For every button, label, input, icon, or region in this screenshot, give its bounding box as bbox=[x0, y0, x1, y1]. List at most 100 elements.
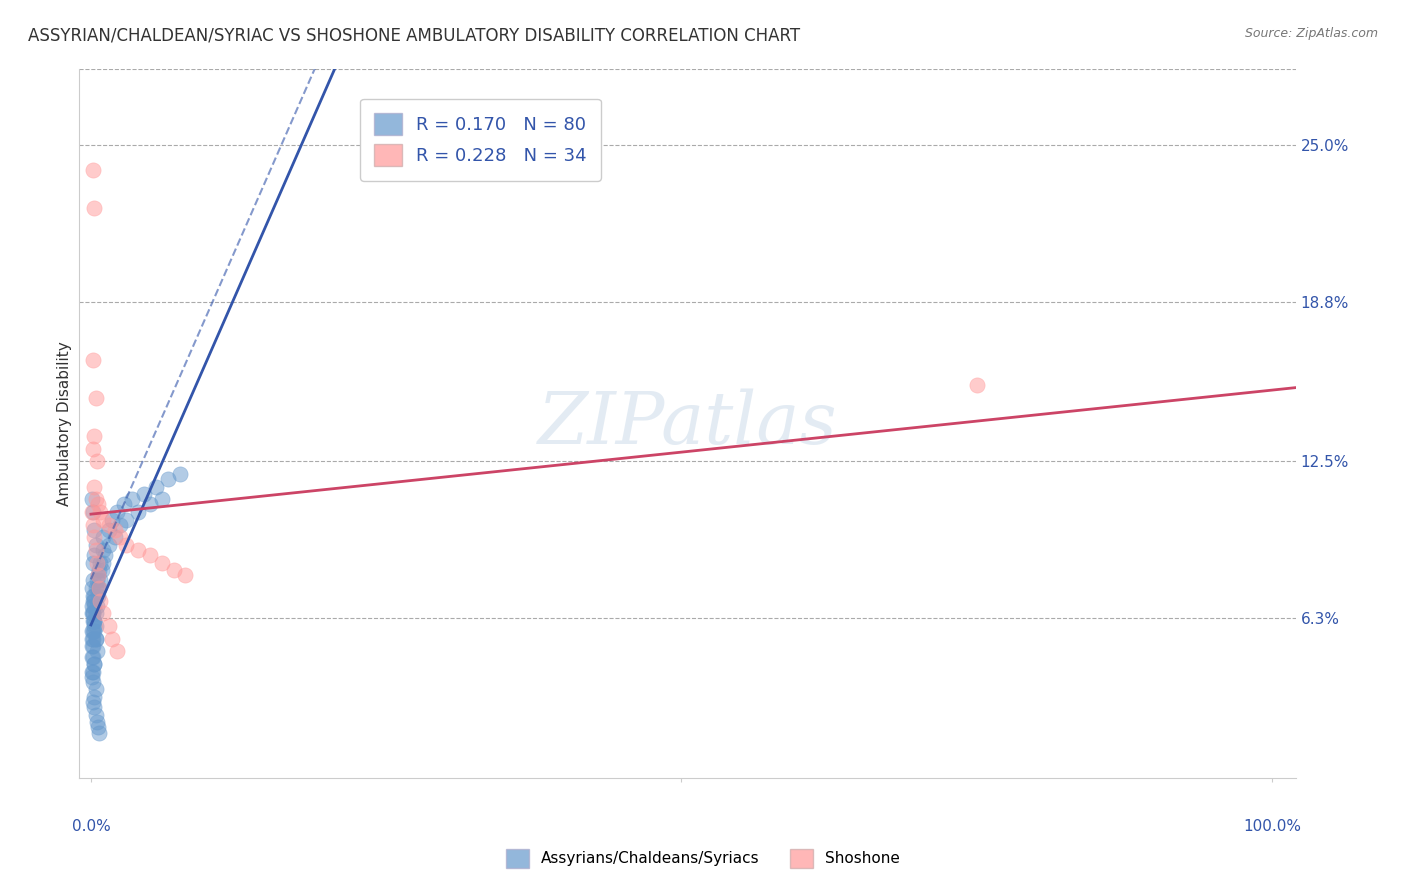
Point bbox=[83, 548, 105, 562]
Point bbox=[86, 599, 108, 613]
Point bbox=[82, 674, 104, 689]
Point bbox=[84, 632, 107, 646]
Point bbox=[82, 632, 104, 646]
Point bbox=[86, 574, 108, 588]
Point bbox=[139, 498, 162, 512]
Point bbox=[83, 429, 105, 443]
Point bbox=[150, 492, 173, 507]
Point bbox=[82, 665, 104, 679]
Point bbox=[82, 607, 104, 621]
Point bbox=[105, 505, 128, 519]
Point bbox=[83, 700, 105, 714]
Point bbox=[82, 624, 104, 639]
Point bbox=[82, 614, 104, 628]
Point bbox=[82, 492, 104, 507]
Point bbox=[84, 581, 107, 595]
Point bbox=[89, 574, 111, 588]
Point bbox=[97, 538, 120, 552]
Point bbox=[83, 589, 105, 603]
Point bbox=[83, 593, 105, 607]
Legend: Assyrians/Chaldeans/Syriacs, Shoshone: Assyrians/Chaldeans/Syriacs, Shoshone bbox=[494, 837, 912, 880]
Point bbox=[87, 589, 110, 603]
Point bbox=[115, 538, 138, 552]
Point bbox=[91, 530, 114, 544]
Point bbox=[150, 556, 173, 570]
Point bbox=[115, 513, 138, 527]
Point bbox=[82, 670, 104, 684]
Point bbox=[83, 530, 105, 544]
Point bbox=[966, 378, 988, 392]
Point bbox=[139, 548, 162, 562]
Point bbox=[91, 607, 114, 621]
Point bbox=[91, 543, 114, 558]
Point bbox=[83, 523, 105, 537]
Point bbox=[83, 624, 105, 639]
Point bbox=[83, 480, 105, 494]
Point bbox=[82, 665, 104, 679]
Point bbox=[110, 530, 132, 544]
Point bbox=[86, 644, 108, 658]
Point bbox=[87, 568, 110, 582]
Point bbox=[82, 607, 104, 621]
Point bbox=[127, 505, 149, 519]
Point bbox=[82, 517, 104, 532]
Point bbox=[127, 543, 149, 558]
Point bbox=[89, 593, 111, 607]
Point bbox=[169, 467, 191, 481]
Point bbox=[84, 607, 107, 621]
Legend: R = 0.170   N = 80, R = 0.228   N = 34: R = 0.170 N = 80, R = 0.228 N = 34 bbox=[360, 99, 602, 181]
Point bbox=[97, 523, 120, 537]
Point bbox=[83, 201, 105, 215]
Point bbox=[87, 581, 110, 595]
Point bbox=[89, 581, 111, 595]
Text: 100.0%: 100.0% bbox=[1243, 819, 1301, 834]
Point bbox=[84, 682, 107, 697]
Point bbox=[82, 632, 104, 646]
Point bbox=[82, 640, 104, 654]
Point bbox=[83, 619, 105, 633]
Text: ASSYRIAN/CHALDEAN/SYRIAC VS SHOSHONE AMBULATORY DISABILITY CORRELATION CHART: ASSYRIAN/CHALDEAN/SYRIAC VS SHOSHONE AMB… bbox=[28, 27, 800, 45]
Point bbox=[82, 695, 104, 709]
Point bbox=[86, 715, 108, 730]
Point bbox=[162, 563, 184, 577]
Point bbox=[103, 530, 125, 544]
Point bbox=[84, 632, 107, 646]
Point bbox=[83, 614, 105, 628]
Point bbox=[82, 556, 104, 570]
Point bbox=[83, 614, 105, 628]
Point bbox=[82, 589, 104, 603]
Point bbox=[89, 581, 111, 595]
Point bbox=[86, 556, 108, 570]
Point bbox=[94, 548, 117, 562]
Point bbox=[83, 657, 105, 672]
Point bbox=[82, 581, 104, 595]
Point bbox=[83, 599, 105, 613]
Point bbox=[86, 454, 108, 468]
Point bbox=[82, 649, 104, 664]
Point bbox=[105, 644, 128, 658]
Point bbox=[82, 442, 104, 456]
Point bbox=[89, 725, 111, 739]
Point bbox=[82, 353, 104, 368]
Point bbox=[84, 492, 107, 507]
Point bbox=[84, 538, 107, 552]
Point bbox=[84, 707, 107, 722]
Y-axis label: Ambulatory Disability: Ambulatory Disability bbox=[58, 341, 72, 506]
Point bbox=[101, 632, 124, 646]
Text: Source: ZipAtlas.com: Source: ZipAtlas.com bbox=[1244, 27, 1378, 40]
Point bbox=[82, 593, 104, 607]
Point bbox=[97, 619, 120, 633]
Point bbox=[89, 563, 111, 577]
Point bbox=[87, 721, 110, 735]
Point bbox=[84, 391, 107, 405]
Point bbox=[82, 574, 104, 588]
Point bbox=[82, 640, 104, 654]
Point bbox=[121, 492, 143, 507]
Point bbox=[174, 568, 197, 582]
Point bbox=[101, 513, 124, 527]
Point bbox=[145, 480, 167, 494]
Point bbox=[83, 690, 105, 704]
Point bbox=[97, 517, 120, 532]
Point bbox=[82, 607, 104, 621]
Point bbox=[91, 513, 114, 527]
